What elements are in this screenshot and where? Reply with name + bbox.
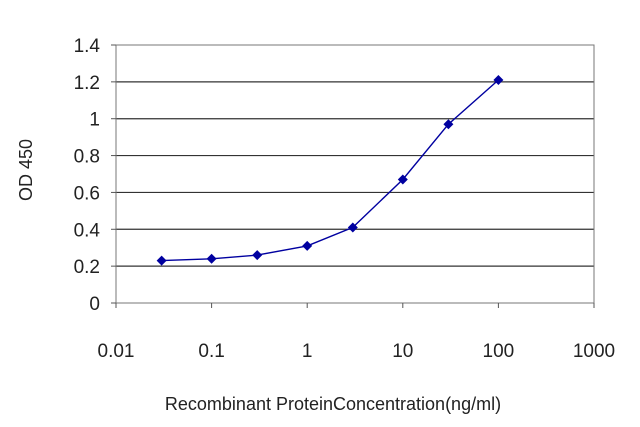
y-tick-label: 0.4: [74, 220, 101, 241]
plot-frame: [115, 44, 595, 304]
data-point: [347, 222, 358, 233]
data-point: [156, 255, 167, 266]
x-tick-label: 1: [302, 341, 313, 362]
series-layer: [156, 75, 504, 266]
gridlines: [116, 81, 594, 267]
x-tick-label: 0.1: [198, 341, 224, 362]
plot-area-border: [115, 44, 595, 304]
y-axis-title: OD 450: [16, 139, 36, 201]
y-tick-label: 0.8: [74, 147, 100, 168]
x-tick-label: 100: [483, 341, 515, 362]
x-axis-ticks: 0.01 0.1 1 10 100 1000: [98, 303, 615, 362]
x-axis-title: Recombinant ProteinConcentration(ng/ml): [165, 394, 501, 414]
y-tick-label: 0.6: [74, 183, 100, 204]
x-tick-label: 0.01: [98, 341, 135, 362]
y-tick-label: 1: [89, 110, 100, 131]
y-tick-label: 0: [89, 294, 100, 315]
data-point: [252, 250, 263, 261]
data-point: [302, 240, 313, 251]
y-tick-label: 0.2: [74, 257, 100, 278]
data-point: [206, 253, 217, 264]
y-tick-label: 1.2: [74, 73, 100, 94]
x-tick-label: 1000: [573, 341, 615, 362]
data-point: [493, 75, 504, 86]
y-axis-ticks: 0 0.2 0.4 0.6 0.8 1 1.2 1.4: [74, 36, 116, 315]
x-tick-label: 10: [392, 341, 413, 362]
data-point: [443, 119, 454, 130]
series-line-0: [161, 79, 499, 262]
y-tick-label: 1.4: [74, 36, 101, 57]
data-point: [397, 174, 408, 185]
